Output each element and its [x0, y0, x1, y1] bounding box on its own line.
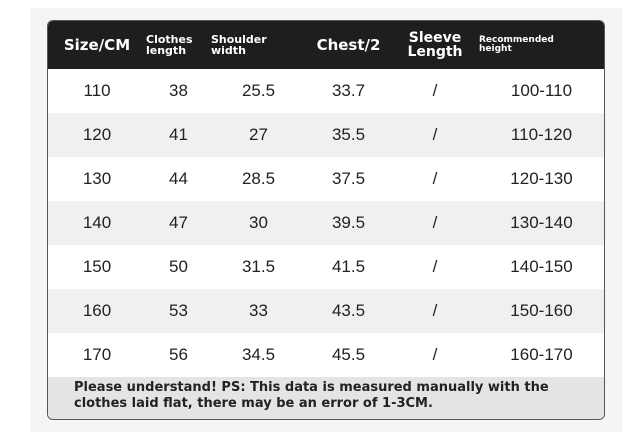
table-cell: 31.5 — [241, 257, 276, 276]
header-cell: Clothes length — [146, 33, 193, 57]
table-cell: 41.5 — [331, 257, 366, 276]
size-table: Size/CM Clothes length Shoulder width Chest… — [47, 20, 605, 420]
table-body: 110 38 25.5 33.7 / 100-110 120 41 27 35.5 / 110-120… — [48, 69, 604, 377]
table-cell: 47 — [169, 213, 188, 232]
table-cell: 140 — [82, 213, 112, 232]
table-cell: 35.5 — [331, 125, 366, 144]
header-cell: Size/CM — [63, 35, 131, 54]
table-cell: 110-120 — [510, 125, 573, 144]
table-cell: 50 — [169, 257, 188, 276]
table-cell: 38 — [169, 81, 188, 100]
table-cell: 53 — [169, 301, 188, 320]
table-row: 110 38 25.5 33.7 / 100-110 — [48, 69, 604, 113]
table-cell: 34.5 — [241, 345, 276, 364]
table-cell: 100-110 — [510, 81, 573, 100]
table-cell: 120 — [82, 125, 112, 144]
table-cell: / — [432, 257, 438, 276]
table-cell: 37.5 — [331, 169, 366, 188]
table-cell: 30 — [249, 213, 268, 232]
table-cell: 170 — [82, 345, 112, 364]
table-cell: 130 — [82, 169, 112, 188]
table-cell: 25.5 — [241, 81, 276, 100]
header-cell: Recommended height — [479, 35, 554, 54]
header-cell: Shoulder width — [211, 33, 267, 57]
table-cell: 28.5 — [241, 169, 276, 188]
table-cell: 56 — [169, 345, 188, 364]
table-row: 130 44 28.5 37.5 / 120-130 — [48, 157, 604, 201]
table-cell: 120-130 — [510, 169, 573, 188]
table-row: 150 50 31.5 41.5 / 140-150 — [48, 245, 604, 289]
table-cell: 45.5 — [331, 345, 366, 364]
table-cell: 33 — [249, 301, 268, 320]
table-cell: 130-140 — [510, 213, 573, 232]
table-cell: 43.5 — [331, 301, 366, 320]
table-cell: / — [432, 81, 438, 100]
table-row: 170 56 34.5 45.5 / 160-170 — [48, 333, 604, 377]
header-row: Size/CM Clothes length Shoulder width Chest… — [48, 21, 604, 69]
table-cell: 160-170 — [510, 345, 573, 364]
table-cell: / — [432, 213, 438, 232]
table-cell: 44 — [169, 169, 188, 188]
header-cell: Sleeve Length — [407, 30, 463, 60]
table-cell: 140-150 — [510, 257, 573, 276]
table-cell: 33.7 — [331, 81, 366, 100]
table-cell: / — [432, 169, 438, 188]
table-cell: / — [432, 345, 438, 364]
table-cell: / — [432, 301, 438, 320]
table-cell: / — [432, 125, 438, 144]
table-cell: 160 — [82, 301, 112, 320]
table-row: 160 53 33 43.5 / 150-160 — [48, 289, 604, 333]
table-cell: 27 — [249, 125, 268, 144]
header-cell: Chest/2 — [316, 35, 381, 54]
table-row: 140 47 30 39.5 / 130-140 — [48, 201, 604, 245]
table-row: 120 41 27 35.5 / 110-120 — [48, 113, 604, 157]
table-cell: 41 — [169, 125, 188, 144]
table-cell: 39.5 — [331, 213, 366, 232]
table-cell: 150 — [82, 257, 112, 276]
note: Please understand! PS: This data is meas… — [48, 377, 604, 419]
table-cell: 150-160 — [510, 301, 573, 320]
table-cell: 110 — [83, 81, 111, 100]
